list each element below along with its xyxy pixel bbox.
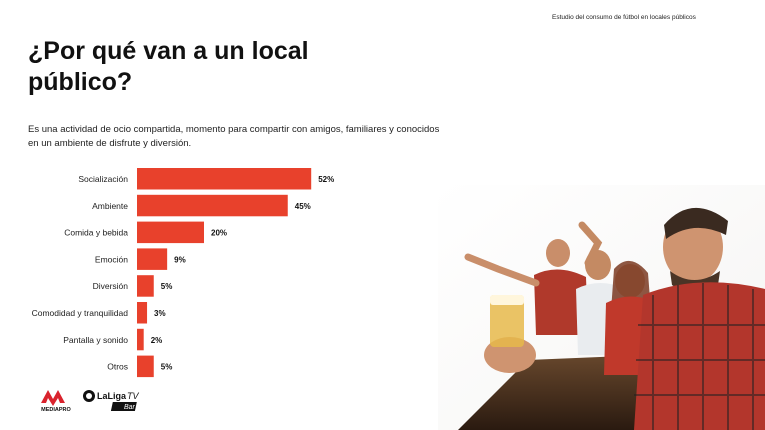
bar-7 <box>137 355 154 378</box>
value-label-6: 2% <box>151 336 163 345</box>
bar-3 <box>137 248 168 270</box>
value-label-3: 9% <box>174 255 186 264</box>
page-title: ¿Por qué van a un local público? <box>28 37 309 96</box>
category-label-0: Socialización <box>78 174 128 184</box>
category-label-6: Pantalla y sonido <box>63 335 128 345</box>
bar-0 <box>137 168 312 190</box>
category-label-3: Emoción <box>95 254 128 264</box>
category-label-2: Comida y bebida <box>64 228 128 238</box>
bar-6 <box>137 328 144 351</box>
bar-4 <box>137 275 154 297</box>
report-header-note: Estudio del consumo de fútbol en locales… <box>552 14 696 21</box>
value-label-4: 5% <box>161 282 173 291</box>
laliga-tv-text: TV <box>127 391 139 401</box>
category-label-7: Otros <box>107 362 128 372</box>
bar-2 <box>137 221 204 244</box>
laliga-logo-text: LaLiga <box>97 391 127 401</box>
laliga-bar-text: Bar <box>124 404 136 411</box>
page-subtitle: Es una actividad de ocio compartida, mom… <box>28 124 440 149</box>
laliga-tv-bar-logo: LaLiga TV Bar <box>83 390 139 411</box>
value-label-7: 5% <box>161 363 173 372</box>
fans-photo <box>438 185 765 430</box>
mediapro-logo-text: MEDIAPRO <box>41 407 71 413</box>
category-label-4: Diversión <box>93 281 129 291</box>
value-label-2: 20% <box>211 229 227 238</box>
bar-chart: Socialización 52% Ambiente 45% Comida y bebi… <box>32 168 334 378</box>
value-label-5: 3% <box>154 309 166 318</box>
mediapro-logo: MEDIAPRO <box>41 390 72 413</box>
bar-5 <box>137 302 148 324</box>
bar-1 <box>137 194 288 217</box>
value-label-1: 45% <box>295 202 311 211</box>
category-label-1: Ambiente <box>92 201 128 211</box>
category-label-5: Comodidad y tranquilidad <box>32 308 129 318</box>
value-label-0: 52% <box>318 175 334 184</box>
